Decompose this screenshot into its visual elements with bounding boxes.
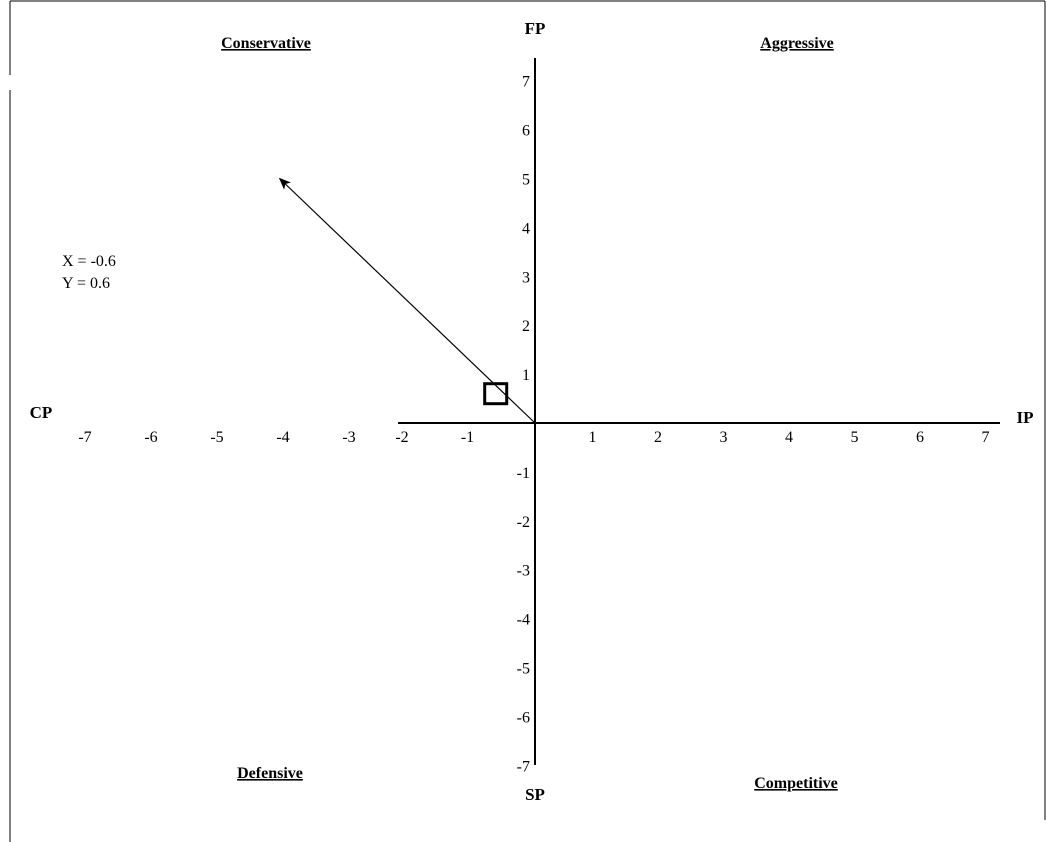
y-tick-label: -4 [517, 612, 530, 629]
x-tick-label: -2 [395, 429, 408, 446]
quadrant-label-competitive: Competitive [754, 775, 838, 792]
y-tick-label: -6 [517, 709, 530, 726]
x-tick-label: -3 [342, 429, 355, 446]
y-tick-label: 4 [522, 220, 530, 237]
y-tick-label: 2 [522, 318, 530, 335]
y-tick-label: 7 [522, 74, 530, 91]
quadrant-label-aggressive: Aggressive [760, 35, 833, 52]
direction-vector-arrow [278, 177, 536, 424]
x-tick-label: 7 [982, 429, 990, 446]
y-tick-label: 5 [522, 172, 530, 189]
x-tick-labels: -7 -6 -5 -4 -3 -2 -1 1 2 3 4 5 6 7 [78, 429, 989, 446]
y-tick-label: -5 [517, 661, 530, 678]
axis-label-cp: CP [30, 403, 53, 422]
x-tick-label: -1 [461, 429, 474, 446]
position-marker [483, 382, 509, 406]
x-tick-label: 2 [654, 429, 662, 446]
x-tick-label: 5 [851, 429, 859, 446]
x-tick-label: -6 [144, 429, 157, 446]
axis-label-fp: FP [525, 19, 546, 38]
quadrant-label-conservative: Conservative [221, 35, 311, 52]
y-tick-label: -2 [517, 514, 530, 531]
x-tick-label: 3 [720, 429, 728, 446]
x-tick-label: 6 [916, 429, 924, 446]
x-tick-label: -7 [78, 429, 91, 446]
quadrant-label-defensive: Defensive [237, 765, 303, 782]
x-tick-label: -4 [276, 429, 289, 446]
x-tick-label: 1 [589, 429, 597, 446]
y-tick-label: -3 [517, 563, 530, 580]
readout-x-value: X = -0.6 [62, 253, 116, 270]
axis-label-ip: IP [1017, 408, 1034, 427]
x-tick-label: -5 [210, 429, 223, 446]
y-tick-label: 6 [522, 123, 530, 140]
readout-y-value: Y = 0.6 [62, 275, 110, 292]
x-tick-label: 4 [785, 429, 793, 446]
axis-label-sp: SP [525, 785, 545, 804]
y-tick-labels: 1 2 3 4 5 6 7 -1 -2 -3 -4 -5 -6 -7 [517, 74, 530, 776]
y-tick-label: -7 [517, 758, 530, 775]
y-tick-label: -1 [517, 465, 530, 482]
y-tick-label: 3 [522, 269, 530, 286]
y-tick-label: 1 [522, 367, 530, 384]
